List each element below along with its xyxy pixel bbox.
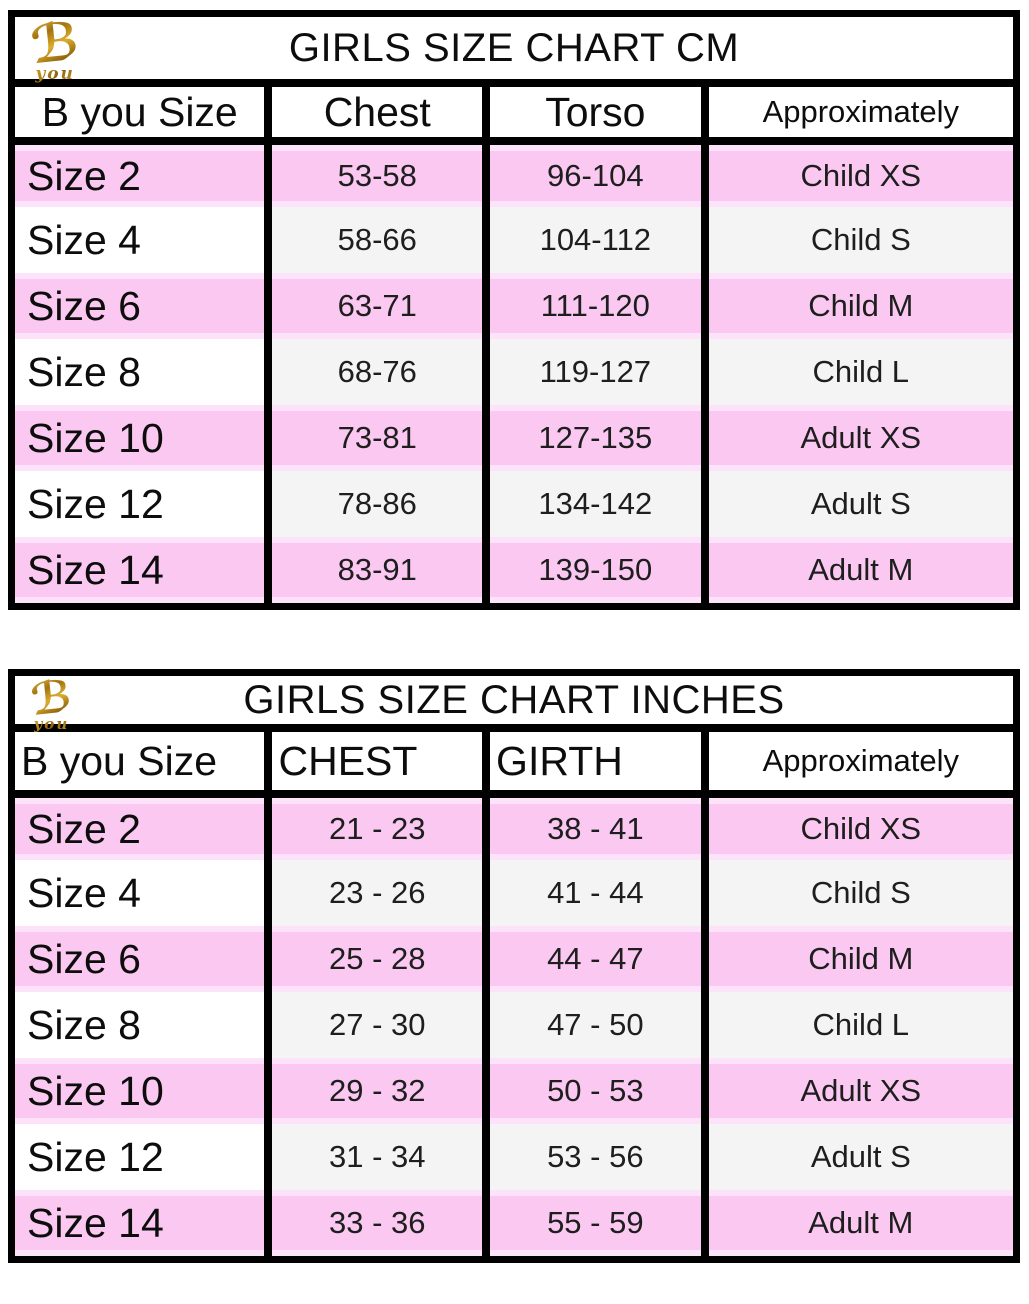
cm-chart-title: GIRLS SIZE CHART CM bbox=[288, 25, 740, 70]
cell-chest: 31 - 34 bbox=[264, 1124, 487, 1190]
cell-size: Size 10 bbox=[15, 1058, 269, 1124]
cell-approx: Adult XS bbox=[700, 405, 1013, 471]
table-row: Size 6 63-71 111-120 Child M bbox=[15, 273, 1013, 339]
header-cell-approx: Approximately bbox=[700, 87, 1013, 145]
table-row: Size 2 21 - 23 38 - 41 Child XS bbox=[15, 794, 1013, 860]
cell-size: Size 4 bbox=[15, 207, 269, 273]
table-row: Size 4 23 - 26 41 - 44 Child S bbox=[15, 860, 1013, 926]
cell-girth: 41 - 44 bbox=[482, 860, 705, 926]
table-row: Size 8 68-76 119-127 Child L bbox=[15, 339, 1013, 405]
cell-approx: Child S bbox=[700, 207, 1013, 273]
cell-size: Size 4 bbox=[15, 860, 269, 926]
cell-size: Size 8 bbox=[15, 339, 269, 405]
cell-girth: 53 - 56 bbox=[482, 1124, 705, 1190]
cell-size: Size 2 bbox=[15, 141, 269, 207]
cell-girth: 50 - 53 bbox=[482, 1058, 705, 1124]
cell-approx: Child XS bbox=[700, 141, 1013, 207]
cell-chest: 21 - 23 bbox=[264, 794, 487, 860]
cell-size: Size 10 bbox=[15, 405, 269, 471]
cell-size: Size 8 bbox=[15, 992, 269, 1058]
cell-approx: Child L bbox=[700, 339, 1013, 405]
inches-chart-title: GIRLS SIZE CHART INCHES bbox=[243, 677, 785, 722]
cell-approx: Adult XS bbox=[700, 1058, 1013, 1124]
table-row: Size 12 31 - 34 53 - 56 Adult S bbox=[15, 1124, 1013, 1190]
cell-girth: 38 - 41 bbox=[482, 794, 705, 860]
cell-approx: Adult M bbox=[700, 1190, 1013, 1256]
cell-girth: 55 - 59 bbox=[482, 1190, 705, 1256]
cell-size: Size 2 bbox=[15, 794, 269, 860]
cell-torso: 119-127 bbox=[482, 339, 705, 405]
table-row: Size 10 29 - 32 50 - 53 Adult XS bbox=[15, 1058, 1013, 1124]
cell-chest: 53-58 bbox=[264, 141, 487, 207]
table-row: Size 8 27 - 30 47 - 50 Child L bbox=[15, 992, 1013, 1058]
header-cell-chest: Chest bbox=[264, 87, 487, 145]
cell-torso: 104-112 bbox=[482, 207, 705, 273]
cell-torso: 134-142 bbox=[482, 471, 705, 537]
cell-approx: Adult M bbox=[700, 537, 1013, 603]
cell-size: Size 14 bbox=[15, 537, 269, 603]
cell-torso: 96-104 bbox=[482, 141, 705, 207]
table-row: Size 12 78-86 134-142 Adult S bbox=[15, 471, 1013, 537]
cell-approx: Adult S bbox=[700, 471, 1013, 537]
cm-header-row: B you Size Chest Torso Approximately bbox=[15, 87, 1013, 145]
table-row: Size 2 53-58 96-104 Child XS bbox=[15, 141, 1013, 207]
cell-approx: Child S bbox=[700, 860, 1013, 926]
cell-approx: Adult S bbox=[700, 1124, 1013, 1190]
cell-torso: 139-150 bbox=[482, 537, 705, 603]
cell-girth: 44 - 47 bbox=[482, 926, 705, 992]
cell-size: Size 6 bbox=[15, 926, 269, 992]
table-row: Size 14 33 - 36 55 - 59 Adult M bbox=[15, 1190, 1013, 1256]
header-cell-girth: GIRTH bbox=[482, 732, 705, 798]
header-cell-chest: CHEST bbox=[264, 732, 487, 798]
cell-approx: Child M bbox=[700, 273, 1013, 339]
size-chart-cm: ℬ you GIRLS SIZE CHART CM B you Size Che… bbox=[8, 10, 1020, 610]
header-cell-size: B you Size bbox=[15, 87, 269, 145]
cell-chest: 27 - 30 bbox=[264, 992, 487, 1058]
cell-size: Size 6 bbox=[15, 273, 269, 339]
cell-chest: 29 - 32 bbox=[264, 1058, 487, 1124]
size-chart-inches: ℬ you GIRLS SIZE CHART INCHES B you Size… bbox=[8, 669, 1020, 1263]
cell-size: Size 14 bbox=[15, 1190, 269, 1256]
cell-approx: Child M bbox=[700, 926, 1013, 992]
cell-chest: 58-66 bbox=[264, 207, 487, 273]
cell-approx: Child XS bbox=[700, 794, 1013, 860]
cell-chest: 25 - 28 bbox=[264, 926, 487, 992]
cell-chest: 63-71 bbox=[264, 273, 487, 339]
cell-chest: 83-91 bbox=[264, 537, 487, 603]
inches-table: B you Size CHEST GIRTH Approximately Siz… bbox=[15, 732, 1013, 1256]
cell-chest: 68-76 bbox=[264, 339, 487, 405]
table-row: Size 4 58-66 104-112 Child S bbox=[15, 207, 1013, 273]
table-row: Size 14 83-91 139-150 Adult M bbox=[15, 537, 1013, 603]
cell-approx: Child L bbox=[700, 992, 1013, 1058]
cell-girth: 47 - 50 bbox=[482, 992, 705, 1058]
cell-chest: 23 - 26 bbox=[264, 860, 487, 926]
table-row: Size 6 25 - 28 44 - 47 Child M bbox=[15, 926, 1013, 992]
cell-chest: 33 - 36 bbox=[264, 1190, 487, 1256]
cell-chest: 78-86 bbox=[264, 471, 487, 537]
header-cell-torso: Torso bbox=[482, 87, 705, 145]
inches-header-row: B you Size CHEST GIRTH Approximately bbox=[15, 732, 1013, 798]
cell-torso: 127-135 bbox=[482, 405, 705, 471]
cm-table: B you Size Chest Torso Approximately Siz… bbox=[15, 87, 1013, 603]
cell-chest: 73-81 bbox=[264, 405, 487, 471]
table-row: Size 10 73-81 127-135 Adult XS bbox=[15, 405, 1013, 471]
inches-title-row: ℬ you GIRLS SIZE CHART INCHES bbox=[15, 671, 1013, 732]
cell-size: Size 12 bbox=[15, 1124, 269, 1190]
header-cell-size: B you Size bbox=[15, 732, 269, 798]
header-cell-approx: Approximately bbox=[700, 732, 1013, 798]
cell-size: Size 12 bbox=[15, 471, 269, 537]
cell-torso: 111-120 bbox=[482, 273, 705, 339]
cm-title-row: ℬ you GIRLS SIZE CHART CM bbox=[15, 12, 1013, 87]
